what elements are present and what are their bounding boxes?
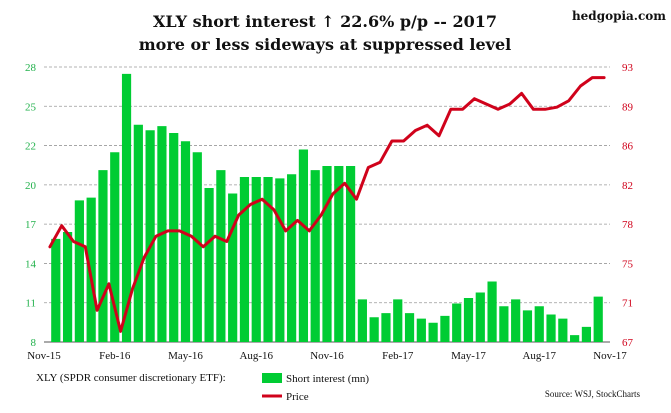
short-interest-bar <box>511 299 521 342</box>
short-interest-bar <box>357 299 367 342</box>
short-interest-bar <box>452 303 462 342</box>
short-interest-bar <box>74 200 84 342</box>
x-axis-tick-label: Nov-15 <box>27 350 61 362</box>
short-interest-bar <box>298 149 309 342</box>
chart-title-line-2: more or less sideways at suppressed leve… <box>139 35 511 54</box>
short-interest-bar <box>475 292 485 342</box>
legend-prefix: XLY (SPDR consumer discretionary ETF): <box>36 372 226 384</box>
left-axis-tick-label: 14 <box>25 258 37 270</box>
x-axis-tick-label: Nov-16 <box>310 350 344 362</box>
short-interest-bar <box>51 238 61 342</box>
short-interest-bar <box>145 130 155 342</box>
x-axis-tick-label: Nov-17 <box>593 350 627 362</box>
short-interest-bar <box>558 318 568 342</box>
left-axis-tick-label: 20 <box>25 180 37 192</box>
short-interest-bar <box>98 170 108 342</box>
watermark: hedgopia.com <box>572 9 666 23</box>
short-interest-bar <box>393 299 403 342</box>
short-interest-bar <box>404 313 415 342</box>
short-interest-bar <box>133 124 143 342</box>
short-interest-bar <box>534 306 544 342</box>
x-axis-tick-label: Aug-17 <box>522 350 556 362</box>
short-interest-bar <box>287 174 297 342</box>
short-interest-bar <box>121 73 132 342</box>
x-axis-tick-label: Aug-16 <box>239 350 273 362</box>
x-axis-tick-label: May-17 <box>451 350 486 362</box>
x-axis-ticks: Nov-15 Feb-16 May-16 Aug-16 Nov-16 Feb-17 May-… <box>27 350 627 362</box>
legend-bar-label: Short interest (mn) <box>286 373 369 385</box>
source-note: Source: WSJ, StockCharts <box>545 389 641 399</box>
right-axis-tick-label: 75 <box>622 258 634 270</box>
right-axis-tick-label: 67 <box>622 337 634 349</box>
short-interest-bar <box>428 322 438 342</box>
legend-line-label: Price <box>286 391 309 403</box>
short-interest-bar <box>204 188 214 342</box>
left-axis-ticks: 28 25 22 20 17 14 11 8 <box>25 62 37 349</box>
price-series-line <box>48 76 606 333</box>
x-axis-tick-label: Feb-17 <box>382 350 414 362</box>
left-axis-tick-label: 17 <box>25 219 37 231</box>
left-axis-tick-label: 25 <box>25 101 37 113</box>
chart-title-line-1: XLY short interest ↑ 22.6% p/p -- 2017 <box>153 12 497 31</box>
left-axis-tick-label: 8 <box>31 337 37 349</box>
x-axis-tick-label: May-16 <box>168 350 203 362</box>
right-axis-tick-label: 82 <box>622 180 633 192</box>
short-interest-bar <box>169 133 179 342</box>
right-axis-tick-label: 93 <box>622 62 634 74</box>
short-interest-bars <box>51 73 603 342</box>
short-interest-bar <box>322 166 332 342</box>
short-interest-bar <box>416 318 426 342</box>
short-interest-bar <box>345 166 356 342</box>
short-interest-bar <box>216 170 226 342</box>
short-interest-bar <box>192 152 202 342</box>
short-interest-bar <box>263 177 273 342</box>
short-interest-bar <box>180 141 191 342</box>
short-interest-bar <box>570 335 580 342</box>
short-interest-bar <box>275 178 285 342</box>
left-axis-tick-label: 11 <box>25 298 36 310</box>
x-axis-tick-label: Feb-16 <box>99 350 131 362</box>
short-interest-bar <box>110 152 120 342</box>
price-line <box>48 76 606 333</box>
short-interest-bar <box>228 193 238 342</box>
short-interest-bar <box>522 310 533 342</box>
short-interest-bar <box>487 281 497 342</box>
short-interest-bar <box>593 296 603 342</box>
legend-bar-swatch <box>262 373 282 383</box>
right-axis-tick-label: 71 <box>622 298 633 310</box>
right-axis-ticks: 93 89 86 82 78 75 71 67 <box>622 62 634 349</box>
short-interest-bar <box>499 306 509 342</box>
short-interest-bar <box>440 315 450 342</box>
short-interest-bar <box>334 166 344 342</box>
short-interest-bar <box>546 314 556 342</box>
right-axis-tick-label: 89 <box>622 101 634 113</box>
left-axis-tick-label: 28 <box>25 62 37 74</box>
short-interest-bar <box>310 170 320 342</box>
left-axis-tick-label: 22 <box>25 141 36 153</box>
short-interest-bar <box>86 197 96 342</box>
short-interest-bar <box>239 177 250 342</box>
short-interest-bar <box>381 313 391 342</box>
short-interest-bar <box>463 298 474 342</box>
right-axis-tick-label: 86 <box>622 141 634 153</box>
short-interest-bar <box>369 317 379 342</box>
short-interest-bar <box>251 177 261 342</box>
legend: XLY (SPDR consumer discretionary ETF): S… <box>36 372 369 403</box>
short-interest-bar <box>581 326 592 342</box>
short-interest-bar <box>62 232 73 342</box>
right-axis-tick-label: 78 <box>622 219 634 231</box>
